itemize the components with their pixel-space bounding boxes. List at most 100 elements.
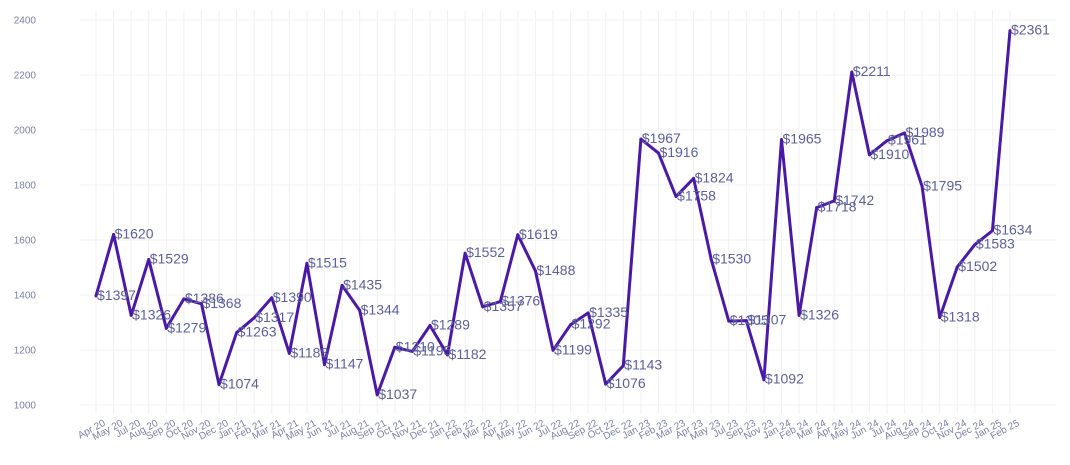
data-label: $1326	[132, 306, 171, 322]
data-point	[340, 283, 344, 287]
data-label: $1961	[888, 132, 927, 148]
data-label: $1529	[150, 251, 189, 267]
data-label: $1292	[572, 316, 611, 332]
data-label: $1376	[501, 293, 540, 309]
data-label: $1210	[396, 338, 435, 354]
data-label: $1530	[712, 250, 751, 266]
data-label: $2211	[853, 63, 891, 79]
data-point	[375, 393, 379, 397]
data-point	[903, 131, 907, 135]
data-label: $1182	[449, 346, 487, 362]
data-point	[990, 229, 994, 233]
data-label: $1552	[466, 244, 505, 260]
data-label: $1910	[870, 146, 909, 162]
data-point	[498, 300, 502, 304]
data-point	[832, 199, 836, 203]
series-layer	[94, 29, 1012, 397]
data-label: $1435	[343, 276, 382, 292]
data-point	[938, 316, 942, 320]
data-label: $1989	[906, 124, 945, 140]
data-point	[463, 251, 467, 255]
data-point	[129, 313, 133, 317]
y-tick-label: 2200	[14, 71, 37, 82]
data-point	[199, 302, 203, 306]
y-tick-label: 2000	[14, 126, 37, 137]
data-point	[164, 326, 168, 330]
data-point	[235, 331, 239, 335]
data-label: $1147	[326, 356, 364, 372]
data-point	[217, 383, 221, 387]
y-axis: 1000 1200 1400 1600 1800 2000 2200 2400	[14, 16, 37, 412]
data-point	[481, 305, 485, 309]
data-point	[147, 258, 151, 262]
data-point	[674, 195, 678, 199]
data-point	[410, 349, 414, 353]
data-point	[533, 269, 537, 273]
data-point	[867, 153, 871, 157]
data-point	[393, 345, 397, 349]
data-label: $1488	[536, 262, 575, 278]
data-label: $1795	[923, 177, 962, 193]
data-label: $1326	[800, 306, 839, 322]
data-point	[885, 139, 889, 143]
data-point	[586, 311, 590, 315]
data-point	[604, 382, 608, 386]
data-label: $1188	[290, 344, 328, 360]
data-label: $1263	[238, 324, 277, 340]
data-label: $1037	[378, 386, 417, 402]
data-point	[639, 137, 643, 141]
data-point	[973, 243, 977, 247]
data-label: $1390	[273, 289, 312, 305]
data-label: $1502	[958, 258, 997, 274]
data-point	[446, 353, 450, 357]
data-point	[287, 351, 291, 355]
data-label: $1092	[765, 371, 804, 387]
y-tick-label: 1000	[14, 401, 37, 412]
data-point	[569, 323, 573, 327]
data-point	[182, 297, 186, 301]
data-point	[270, 296, 274, 300]
data-point	[305, 261, 309, 265]
data-label: $1916	[659, 144, 698, 160]
data-label: $1305	[730, 312, 769, 328]
data-label: $1386	[185, 290, 224, 306]
data-label: $1583	[976, 236, 1015, 252]
data-label: $1368	[202, 295, 241, 311]
y-tick-label: 2400	[14, 16, 37, 27]
y-tick-label: 1400	[14, 291, 37, 302]
data-point	[727, 319, 731, 323]
data-point	[780, 138, 783, 142]
y-tick-label: 1800	[14, 181, 37, 192]
data-point	[323, 363, 326, 367]
data-point	[621, 364, 625, 368]
data-label: $1965	[783, 131, 822, 147]
data-label: $1619	[519, 226, 558, 242]
data-point	[920, 184, 924, 188]
data-label: $1344	[361, 301, 400, 317]
data-label: $1357	[484, 298, 523, 314]
data-point	[850, 70, 854, 74]
data-label: $1076	[607, 375, 646, 391]
data-point	[744, 319, 748, 323]
data-point	[516, 233, 520, 237]
data-label: $1307	[747, 312, 786, 328]
y-tick-label: 1200	[14, 346, 37, 357]
data-point	[692, 176, 696, 180]
data-label: $1634	[993, 222, 1032, 238]
data-label: $1143	[624, 357, 662, 373]
data-label: $1742	[835, 192, 874, 208]
data-label: $1718	[818, 199, 857, 215]
data-label: $1074	[220, 376, 259, 392]
data-label: $1279	[167, 319, 206, 335]
data-label: $1967	[642, 130, 681, 146]
data-point	[797, 313, 801, 317]
data-point	[815, 206, 819, 210]
data-point	[551, 348, 555, 352]
data-label: $1515	[308, 254, 347, 270]
data-label: $1824	[695, 169, 734, 185]
data-label: $1195	[413, 342, 451, 358]
data-label: $1318	[941, 309, 980, 325]
data-label: $1335	[589, 304, 628, 320]
